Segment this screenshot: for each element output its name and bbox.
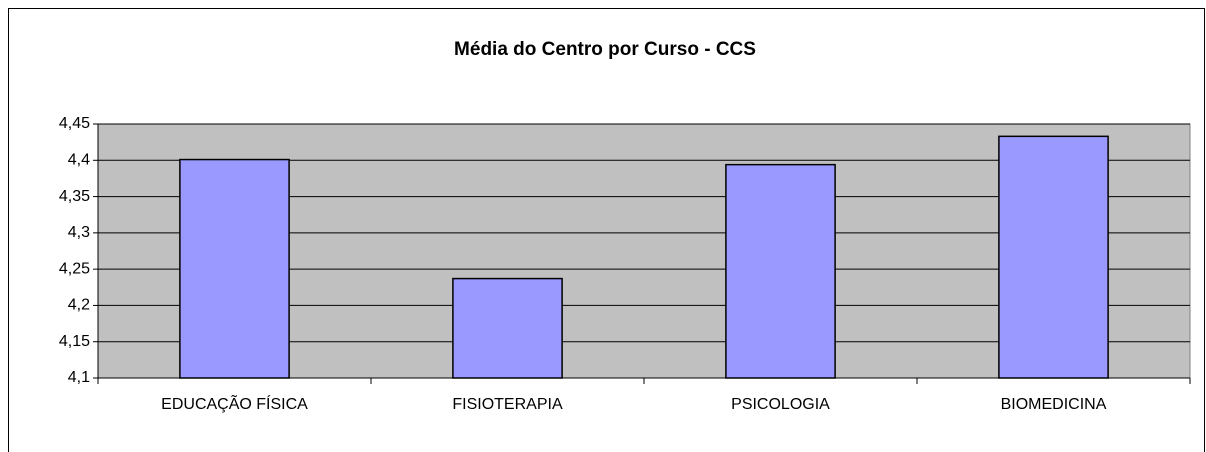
bar <box>998 135 1109 379</box>
y-tick-label: 4,1 <box>68 369 90 386</box>
bar <box>725 163 836 379</box>
x-tick-label: BIOMEDICINA <box>1001 396 1107 413</box>
x-tick-label: PSICOLOGIA <box>731 396 830 413</box>
bar <box>452 277 563 379</box>
x-tick-label: EDUCAÇÃO FÍSICA <box>161 393 308 413</box>
y-tick-label: 4,15 <box>59 333 90 350</box>
chart-title: Média do Centro por Curso - CCS <box>454 39 756 60</box>
y-tick-label: 4,45 <box>59 115 90 132</box>
y-tick-label: 4,35 <box>59 188 90 205</box>
y-tick-label: 4,4 <box>68 152 90 169</box>
bar <box>179 158 290 379</box>
x-tick-label: FISIOTERAPIA <box>452 396 563 413</box>
y-tick-label: 4,2 <box>68 297 90 314</box>
y-tick-label: 4,3 <box>68 224 90 241</box>
y-tick-label: 4,25 <box>59 260 90 277</box>
